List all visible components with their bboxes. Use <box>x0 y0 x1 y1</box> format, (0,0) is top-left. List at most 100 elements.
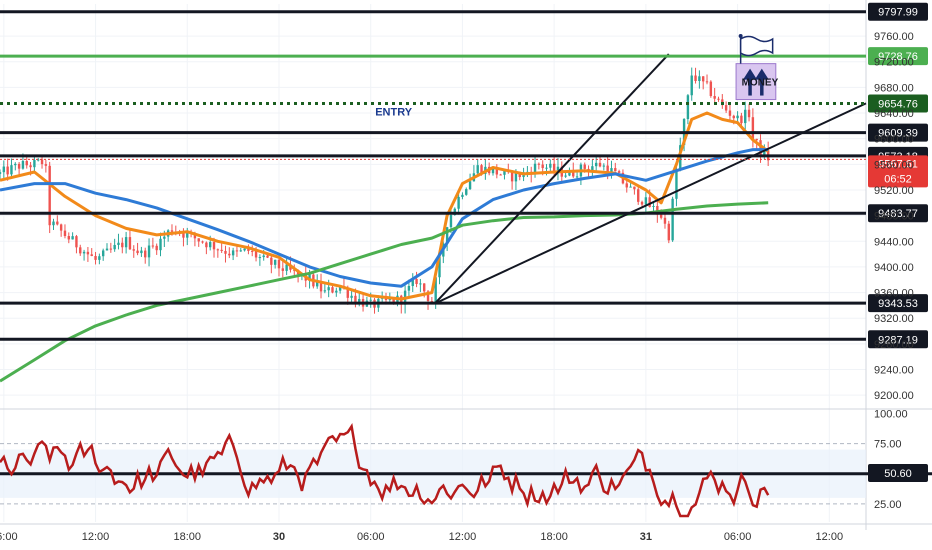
candle-body <box>217 249 219 250</box>
rsi-tick-label: 25.00 <box>874 499 902 511</box>
candle-body <box>94 256 96 260</box>
moving-average-line <box>0 203 768 381</box>
candle-body <box>350 296 352 298</box>
time-axis[interactable]: 06:00 12:00 18:00 30 06:00 12:00 18:00 31 06:00 1… <box>0 531 843 543</box>
entry-label: ENTRY <box>375 107 413 119</box>
candle-body <box>171 230 173 231</box>
candle-body <box>626 183 628 187</box>
candle-body <box>87 252 89 254</box>
price-tick-label: 9480.00 <box>874 211 914 223</box>
price-tick-label: 9200.00 <box>874 390 914 402</box>
candle-body <box>102 250 104 256</box>
candle-body <box>419 283 421 284</box>
candle-body <box>652 206 654 207</box>
candle-body <box>545 168 547 169</box>
candle-body <box>698 76 700 81</box>
candle-body <box>163 237 165 239</box>
candle-body <box>91 254 93 256</box>
candle-body <box>694 76 696 81</box>
candle-body <box>457 197 459 209</box>
candle-body <box>668 224 670 241</box>
time-tick-label: 12:00 <box>82 531 110 543</box>
candle-body <box>117 243 119 245</box>
candle-body <box>710 82 712 96</box>
flag-icon-knob <box>739 34 743 38</box>
candle-body <box>45 164 47 166</box>
candle-body <box>717 99 719 100</box>
candle-body <box>274 260 276 265</box>
candle-body <box>511 172 513 181</box>
candle-body <box>675 170 677 199</box>
candle-body <box>159 239 161 250</box>
candle-body <box>335 291 337 293</box>
candle-body <box>599 163 601 167</box>
candle-body <box>201 241 203 242</box>
candle-body <box>733 116 735 118</box>
rsi-tick-label: 100.00 <box>874 408 908 420</box>
candle-body <box>220 250 222 251</box>
candle-body <box>564 176 566 177</box>
candle-body <box>595 163 597 166</box>
candle-body <box>71 236 73 239</box>
candle-body <box>729 111 731 116</box>
candle-body <box>415 279 417 284</box>
candle-body <box>553 164 555 172</box>
candle-body <box>213 242 215 249</box>
candle-body <box>259 257 261 258</box>
time-tick-label: 06:00 <box>0 531 18 543</box>
candle-body <box>671 199 673 241</box>
price-tick-label: 9760.00 <box>874 31 914 43</box>
time-tick-label: 18:00 <box>173 531 201 543</box>
candle-body <box>52 222 54 226</box>
time-tick-label: 30 <box>273 531 285 543</box>
candle-body <box>60 224 62 230</box>
horizontal-levels[interactable]: 9797.999728.769654.769609.399573.189483.… <box>0 3 928 349</box>
candle-body <box>370 300 372 301</box>
candle-body <box>198 238 200 241</box>
time-tick-label: 31 <box>640 531 652 543</box>
candle-body <box>541 165 543 168</box>
candle-body <box>29 165 31 167</box>
price-tick-label: 9440.00 <box>874 236 914 248</box>
candle-body <box>736 116 738 119</box>
candle-body <box>618 171 620 173</box>
candle-body <box>33 160 35 167</box>
candle-body <box>266 256 268 258</box>
candle-body <box>538 164 540 165</box>
candle-body <box>637 189 639 202</box>
candle-body <box>228 254 230 256</box>
rsi-value-label: 50.60 <box>884 468 912 480</box>
price-tick-label: 9640.00 <box>874 108 914 120</box>
candle-body <box>0 172 1 174</box>
candle-body <box>251 251 253 252</box>
candle-body <box>6 167 8 175</box>
candle-body <box>110 249 112 250</box>
candle-body <box>121 243 123 248</box>
candle-body <box>641 202 643 205</box>
candle-body <box>660 215 662 218</box>
time-tick-label: 18:00 <box>540 531 568 543</box>
candle-body <box>603 166 605 167</box>
level-price-label: 9797.99 <box>878 7 918 19</box>
candle-body <box>614 168 616 171</box>
candle-body <box>706 81 708 82</box>
price-tick-label: 9680.00 <box>874 82 914 94</box>
rsi-tick-label: 75.00 <box>874 439 902 451</box>
candle-body <box>125 237 127 247</box>
candle-body <box>633 187 635 190</box>
candle-body <box>140 251 142 254</box>
candle-body <box>648 197 650 207</box>
candle-body <box>209 242 211 247</box>
candle-body <box>499 174 501 175</box>
candle-body <box>182 233 184 238</box>
price-tick-label: 9280.00 <box>874 339 914 351</box>
candle-body <box>584 165 586 169</box>
candle-body <box>755 139 757 140</box>
money-label: MONEY <box>742 78 779 89</box>
candle-body <box>68 236 70 239</box>
flag-icon <box>741 36 773 55</box>
candle-body <box>133 249 135 250</box>
candle-body <box>285 264 287 270</box>
candle-body <box>144 251 146 258</box>
